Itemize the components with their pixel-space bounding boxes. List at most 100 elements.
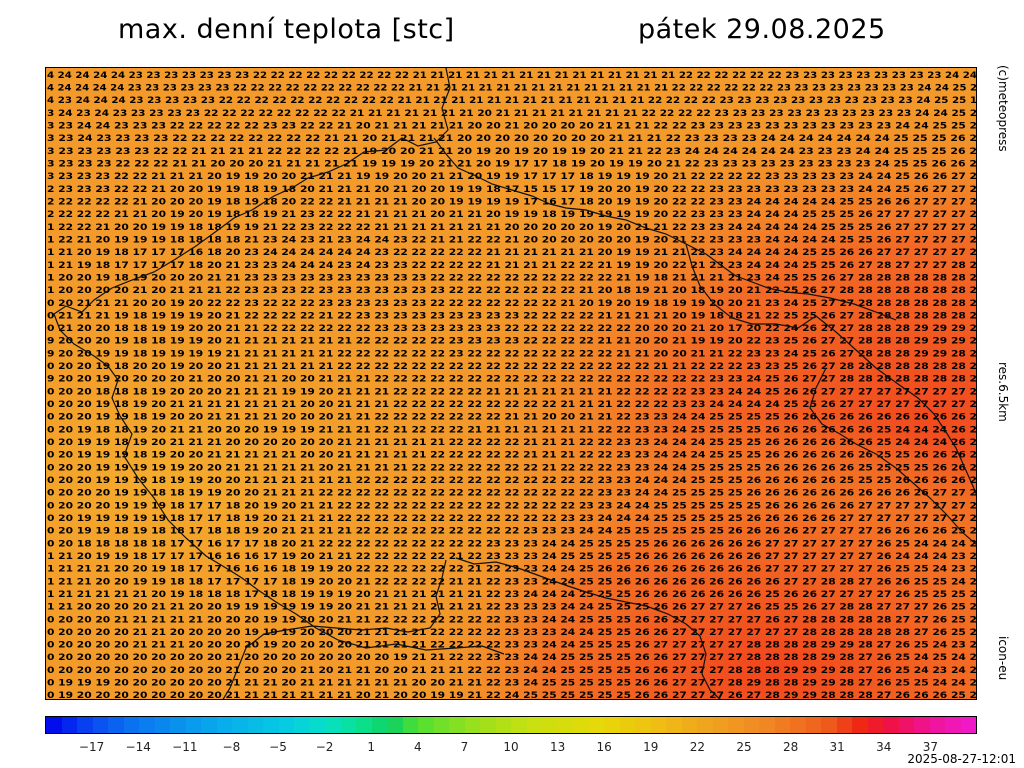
legend-color-step bbox=[402, 717, 418, 733]
grid-row-values: 1 21 21 20 20 19 19 18 18 17 17 17 17 18… bbox=[47, 577, 977, 587]
grid-row-values: 0 20 20 20 20 21 21 21 20 20 20 20 19 20… bbox=[47, 641, 977, 651]
grid-row-values: 4 23 24 24 24 23 23 23 23 23 22 22 22 22… bbox=[47, 96, 977, 106]
legend-color-step bbox=[46, 717, 62, 733]
legend-color-step bbox=[945, 717, 961, 733]
grid-row-values: 4 24 24 24 24 23 23 23 23 23 23 22 22 22… bbox=[47, 84, 977, 94]
legend-color-step bbox=[201, 717, 217, 733]
legend-color-step bbox=[433, 717, 449, 733]
color-legend-labels: −17 −14 −11 −8 −5 −2 1 4 7 10 13 16 19 22 25 28 31 34 37 bbox=[45, 740, 977, 756]
legend-tick-label: −5 bbox=[269, 740, 287, 754]
country-borders bbox=[53, 68, 976, 699]
grid-row-values: 0 20 20 20 19 19 19 18 17 17 18 20 19 20… bbox=[47, 501, 977, 511]
grid-row-values: 3 23 24 24 23 23 23 22 22 22 22 22 23 23… bbox=[47, 122, 977, 132]
legend-color-step bbox=[294, 717, 310, 733]
legend-color-step bbox=[464, 717, 480, 733]
grid-row-values: 0 20 19 19 18 19 20 21 21 21 20 20 20 20… bbox=[47, 438, 977, 448]
legend-tick-label: 7 bbox=[460, 740, 469, 754]
border-line-south bbox=[222, 559, 447, 699]
legend-color-step bbox=[77, 717, 93, 733]
grid-row-values: 0 21 21 21 19 18 19 19 19 20 21 22 22 22… bbox=[47, 311, 977, 321]
grid-row-values: 0 20 20 19 19 18 19 20 20 21 21 21 21 20… bbox=[47, 413, 977, 423]
grid-row-values: 1 21 19 18 17 17 17 17 18 20 21 23 23 24… bbox=[47, 261, 977, 271]
legend-color-step bbox=[325, 717, 341, 733]
legend-color-step bbox=[170, 717, 186, 733]
grid-row-values: 3 23 24 23 23 23 23 22 22 22 22 22 22 22… bbox=[47, 134, 977, 144]
grid-row-values: 9 20 20 19 19 18 19 19 19 19 21 21 21 21… bbox=[47, 349, 977, 359]
grid-row-values: 9 20 20 19 20 20 20 20 21 20 20 21 21 20… bbox=[47, 375, 977, 385]
legend-color-step bbox=[263, 717, 279, 733]
grid-row-values: 1 21 20 19 18 17 17 17 16 18 20 23 24 24… bbox=[47, 248, 977, 258]
grid-row-values: 3 23 23 23 22 22 22 21 21 20 20 20 21 21… bbox=[47, 160, 977, 170]
legend-tick-label: 19 bbox=[643, 740, 659, 754]
legend-color-step bbox=[495, 717, 511, 733]
grid-row-values: 9 20 20 20 19 18 18 19 19 20 21 21 21 21… bbox=[47, 337, 977, 347]
legend-color-step bbox=[232, 717, 248, 733]
grid-row-values: 0 20 20 18 18 18 19 20 20 20 21 21 21 19… bbox=[47, 387, 977, 397]
legend-color-step bbox=[216, 717, 232, 733]
legend-color-step bbox=[511, 717, 527, 733]
border-line-east bbox=[685, 243, 976, 495]
legend-tick-label: 25 bbox=[736, 740, 752, 754]
grid-row-values: 3 24 23 24 23 23 23 23 23 22 22 22 22 22… bbox=[47, 109, 977, 119]
legend-color-step bbox=[821, 717, 837, 733]
legend-tick-label: 10 bbox=[503, 740, 519, 754]
grid-row-values: 4 24 24 24 24 23 23 23 23 23 23 23 22 22… bbox=[47, 71, 977, 81]
grid-row-values: 1 20 20 19 18 19 20 20 20 21 21 23 23 23… bbox=[47, 273, 977, 283]
color-legend-bar bbox=[45, 716, 977, 734]
legend-color-step bbox=[480, 717, 496, 733]
grid-row-values: 3 23 23 23 22 22 21 21 21 20 19 19 20 20… bbox=[47, 172, 977, 182]
legend-color-step bbox=[108, 717, 124, 733]
legend-tick-label: 16 bbox=[596, 740, 612, 754]
resolution-label: res.6.5km bbox=[996, 362, 1010, 422]
legend-tick-label: 13 bbox=[549, 740, 566, 754]
legend-color-step bbox=[418, 717, 434, 733]
grid-row-values: 2 22 22 22 22 21 20 20 20 19 18 19 18 20… bbox=[47, 198, 977, 208]
temperature-values: 4 24 24 24 24 23 23 23 23 23 23 23 22 22… bbox=[47, 71, 977, 699]
legend-tick-label: −17 bbox=[78, 740, 105, 754]
legend-color-step bbox=[681, 717, 697, 733]
grid-row-values: 1 21 20 19 19 18 17 17 17 16 16 16 17 19… bbox=[47, 552, 977, 562]
run-timestamp: 2025-08-27-12:01 bbox=[907, 752, 1016, 766]
legend-color-step bbox=[635, 717, 651, 733]
legend-color-step bbox=[836, 717, 852, 733]
border-line-south-east bbox=[455, 557, 721, 699]
legend-color-step bbox=[278, 717, 294, 733]
legend-tick-label: 22 bbox=[689, 740, 706, 754]
forecast-date: pátek 29.08.2025 bbox=[638, 14, 886, 45]
legend-color-step bbox=[526, 717, 542, 733]
map-title: max. denní teplota [stc] bbox=[118, 14, 455, 45]
legend-color-step bbox=[914, 717, 930, 733]
legend-color-step bbox=[774, 717, 790, 733]
legend-tick-label: −14 bbox=[125, 740, 151, 754]
legend-color-step bbox=[588, 717, 604, 733]
legend-tick-label: 4 bbox=[413, 740, 422, 754]
grid-row-values: 0 19 19 19 20 20 20 20 20 20 21 21 21 20… bbox=[47, 679, 977, 689]
grid-row-values: 0 20 21 21 21 20 20 19 20 22 22 23 22 22… bbox=[47, 299, 977, 309]
legend-color-step bbox=[743, 717, 759, 733]
legend-color-step bbox=[573, 717, 589, 733]
legend-color-step bbox=[898, 717, 914, 733]
grid-row-values: 0 20 20 19 18 19 20 21 21 21 21 21 21 21… bbox=[47, 400, 977, 410]
grid-row-values: 0 20 20 19 19 19 19 19 20 20 21 21 21 21… bbox=[47, 463, 977, 473]
grid-row-values: 1 22 22 21 20 20 19 19 18 18 19 19 21 22… bbox=[47, 223, 977, 233]
grid-row-values: 0 20 20 19 18 20 20 19 20 20 21 21 21 21… bbox=[47, 362, 977, 372]
legend-tick-label: 28 bbox=[782, 740, 799, 754]
grid-row-values: 0 20 19 19 18 19 18 18 17 18 18 19 20 21… bbox=[47, 527, 977, 537]
grid-row-values: 0 20 20 20 21 21 21 21 21 20 20 20 19 19… bbox=[47, 615, 977, 625]
grid-row-values: 0 20 20 20 20 20 20 20 20 20 21 20 20 20… bbox=[47, 653, 977, 663]
grid-row-values: 0 21 20 20 18 18 19 19 20 20 21 21 22 22… bbox=[47, 324, 977, 334]
grid-row-values: 0 20 19 19 19 19 19 18 17 17 18 19 20 21… bbox=[47, 514, 977, 524]
legend-color-step bbox=[604, 717, 620, 733]
legend-color-step bbox=[61, 717, 77, 733]
legend-color-step bbox=[666, 717, 682, 733]
grid-row-values: 0 20 18 18 18 18 18 17 17 16 17 17 18 20… bbox=[47, 539, 977, 549]
legend-color-step bbox=[123, 717, 139, 733]
legend-color-step bbox=[557, 717, 573, 733]
legend-color-step bbox=[728, 717, 744, 733]
grid-row-values: 0 20 20 20 19 19 18 18 19 19 20 20 21 21… bbox=[47, 489, 977, 499]
grid-row-values: 0 20 20 20 20 20 20 20 20 20 21 20 20 20… bbox=[47, 666, 977, 676]
legend-color-step bbox=[712, 717, 728, 733]
legend-tick-label: 37 bbox=[922, 740, 939, 754]
legend-color-step bbox=[247, 717, 263, 733]
legend-color-step bbox=[139, 717, 155, 733]
